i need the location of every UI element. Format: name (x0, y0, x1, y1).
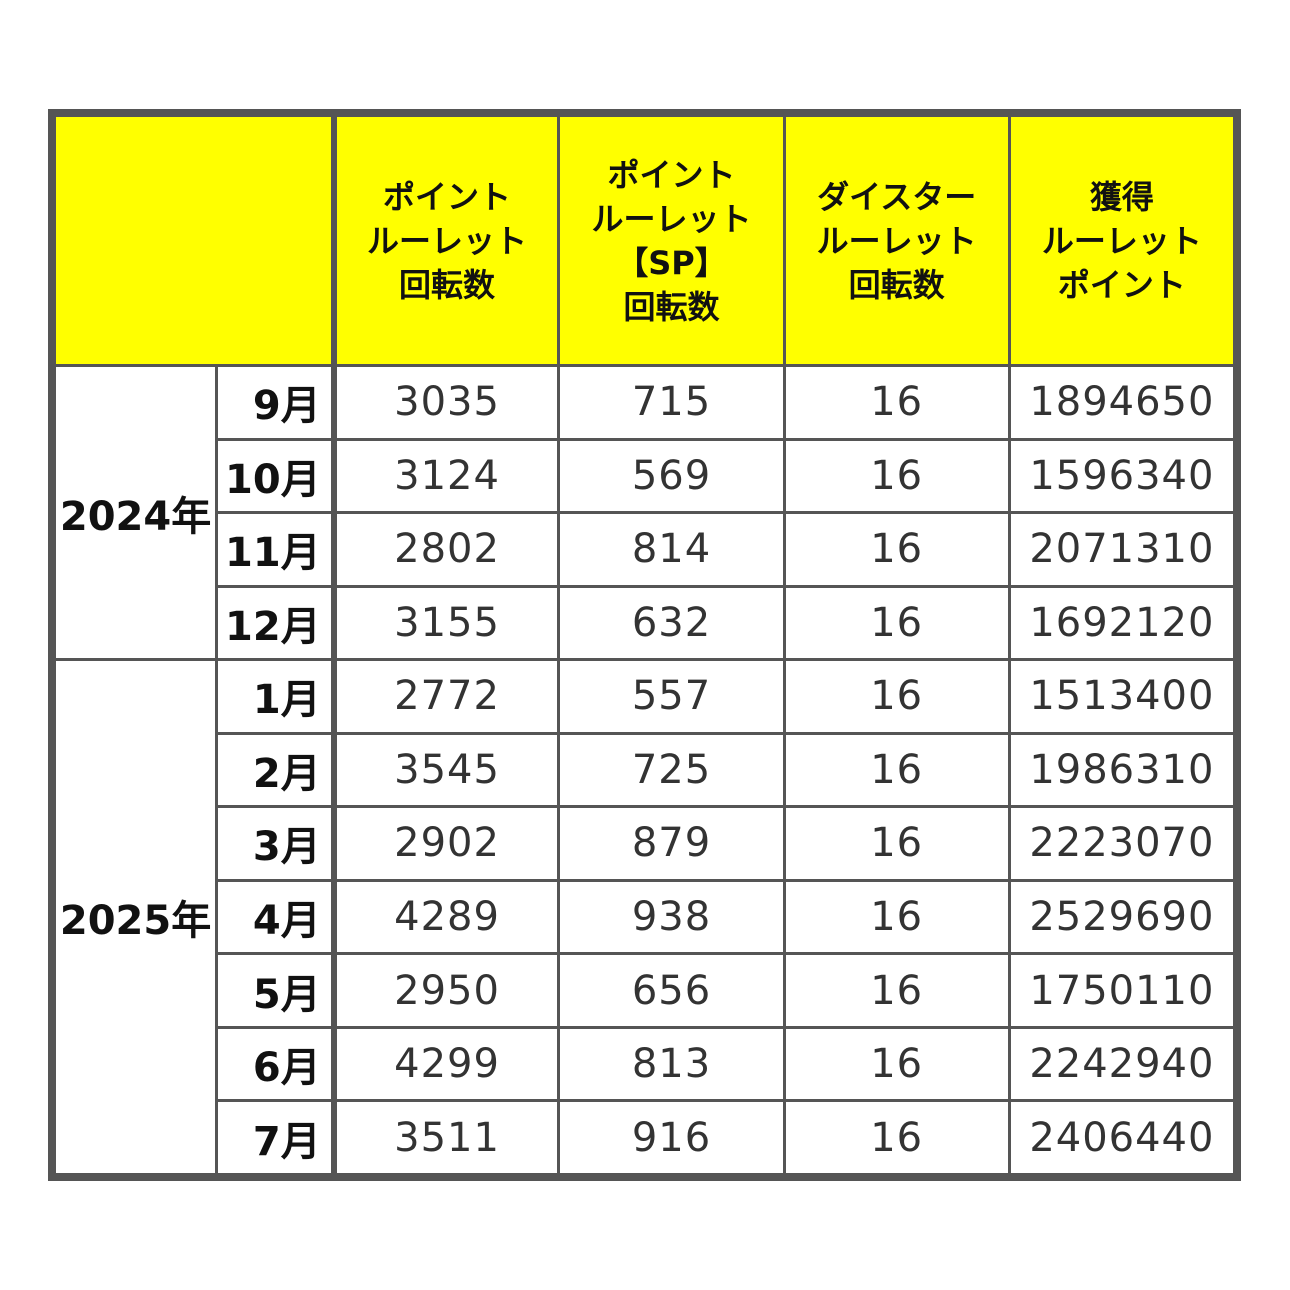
month-cell: 6月 (215, 1025, 337, 1103)
header-blank-cell (52, 114, 337, 367)
table-row: 2025年 1月 2772 557 16 1513400 (52, 658, 1237, 1176)
points-cell: 1513400 (1007, 658, 1237, 735)
spins-cell: 4299 (332, 1025, 561, 1103)
header-line: ルーレット (816, 221, 977, 260)
table-row: 12月 3155 632 16 1692120 (55, 584, 1237, 662)
table-row: 11月 2802 814 16 2071310 (55, 511, 1237, 588)
header-line: ダイスター (817, 177, 977, 216)
spins-cell: 3124 (332, 437, 561, 515)
header-row: ポイント ルーレット 回転数 ポイント ルーレット 【SP】 回転数 ダイスター… (52, 114, 1237, 367)
dice-spins-cell: 16 (782, 658, 1011, 735)
spins-cell: 3545 (332, 731, 561, 809)
sp-spins-cell: 879 (557, 805, 786, 882)
table-row: 4月 4289 938 16 2529690 (55, 878, 1237, 956)
dice-spins-cell: 16 (782, 731, 1011, 809)
dice-spins-cell: 16 (782, 878, 1011, 956)
sp-spins-cell: 715 (557, 364, 786, 441)
month-cell: 10月 (215, 437, 337, 515)
table-row: 2024年 9月 3035 715 16 1894650 (52, 363, 1237, 662)
month-cell: 3月 (215, 805, 337, 882)
sp-spins-cell: 557 (557, 658, 786, 735)
sp-spins-cell: 569 (557, 437, 786, 515)
spins-cell: 4289 (332, 878, 561, 956)
dice-spins-cell: 16 (782, 952, 1011, 1029)
header-earned-roulette-points: 獲得 ルーレット ポイント (1007, 114, 1237, 367)
points-cell: 2242940 (1007, 1025, 1237, 1103)
dice-spins-cell: 16 (782, 805, 1011, 882)
header-line: 回転数 (399, 265, 496, 304)
sp-spins-cell: 938 (557, 878, 786, 956)
spins-cell: 2772 (332, 658, 561, 735)
month-cell: 12月 (215, 584, 337, 662)
sp-spins-cell: 814 (557, 511, 786, 588)
header-line: 【SP】 (616, 243, 727, 282)
month-cell: 9月 (215, 364, 337, 441)
month-cell: 2月 (215, 731, 337, 809)
points-cell: 2071310 (1007, 511, 1237, 588)
month-cell: 4月 (215, 878, 337, 956)
sp-spins-cell: 813 (557, 1025, 786, 1103)
month-cell: 5月 (215, 952, 337, 1029)
spins-cell: 3155 (332, 584, 561, 662)
roulette-stats-table-frame: ポイント ルーレット 回転数 ポイント ルーレット 【SP】 回転数 ダイスター… (48, 109, 1241, 1181)
dice-spins-cell: 16 (782, 364, 1011, 441)
points-cell: 2529690 (1007, 878, 1237, 956)
header-line: 回転数 (623, 287, 720, 326)
month-cell: 7月 (215, 1099, 337, 1176)
spins-cell: 2902 (332, 805, 561, 882)
header-line: ポイント (1057, 265, 1186, 304)
header-point-roulette-spins: ポイント ルーレット 回転数 (332, 114, 561, 367)
points-cell: 2223070 (1007, 805, 1237, 882)
header-point-roulette-sp-spins: ポイント ルーレット 【SP】 回転数 (557, 114, 786, 367)
points-cell: 1596340 (1007, 437, 1237, 515)
month-cell: 1月 (215, 658, 337, 735)
spins-cell: 3035 (332, 364, 561, 441)
sp-spins-cell: 916 (557, 1099, 786, 1176)
table-row: 10月 3124 569 16 1596340 (55, 437, 1237, 515)
dice-spins-cell: 16 (782, 511, 1011, 588)
table-row: 7月 3511 916 16 2406440 (55, 1099, 1237, 1176)
header-line: ルーレット (591, 199, 752, 238)
header-line: ポイント (383, 177, 512, 216)
table-row: 3月 2902 879 16 2223070 (55, 805, 1237, 882)
points-cell: 1986310 (1007, 731, 1237, 809)
points-cell: 2406440 (1007, 1099, 1237, 1176)
dice-spins-cell: 16 (782, 1025, 1011, 1103)
year-cell: 2025年 (52, 658, 219, 1176)
points-cell: 1894650 (1007, 364, 1237, 441)
points-cell: 1692120 (1007, 584, 1237, 662)
table-body: 2024年 9月 3035 715 16 1894650 10月 3124 56… (52, 363, 1237, 1176)
spins-cell: 2950 (332, 952, 561, 1029)
spins-cell: 3511 (332, 1099, 561, 1176)
sp-spins-cell: 725 (557, 731, 786, 809)
roulette-stats-table: ポイント ルーレット 回転数 ポイント ルーレット 【SP】 回転数 ダイスター… (52, 114, 1237, 1176)
dice-spins-cell: 16 (782, 437, 1011, 515)
table-row: 5月 2950 656 16 1750110 (55, 952, 1237, 1029)
header-line: ルーレット (1041, 221, 1202, 260)
sp-spins-cell: 656 (557, 952, 786, 1029)
year-cell: 2024年 (52, 363, 219, 662)
dice-spins-cell: 16 (782, 584, 1011, 662)
dice-spins-cell: 16 (782, 1099, 1011, 1176)
table-row: 6月 4299 813 16 2242940 (55, 1025, 1237, 1103)
spins-cell: 2802 (332, 511, 561, 588)
table-row: 2月 3545 725 16 1986310 (55, 731, 1237, 809)
header-line: ポイント (607, 155, 736, 194)
points-cell: 1750110 (1007, 952, 1237, 1029)
header-daistar-roulette-spins: ダイスター ルーレット 回転数 (782, 114, 1011, 367)
header-line: 獲得 (1089, 177, 1154, 216)
sp-spins-cell: 632 (557, 584, 786, 662)
month-cell: 11月 (215, 511, 337, 588)
header-line: ルーレット (367, 221, 528, 260)
header-line: 回転数 (848, 265, 945, 304)
